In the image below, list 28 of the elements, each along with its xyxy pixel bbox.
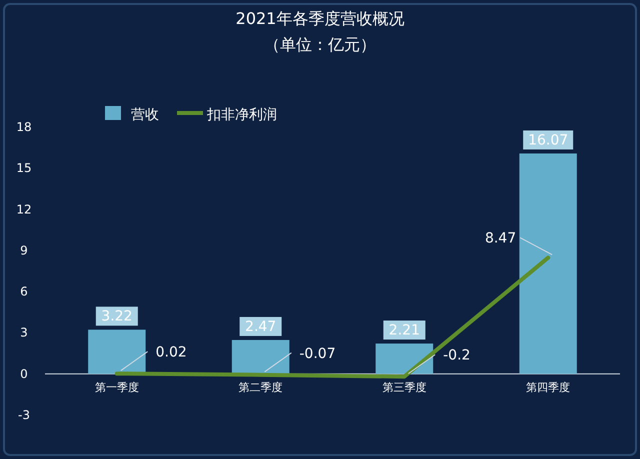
data-label: 3.22 bbox=[101, 308, 132, 325]
y-tick-label: 6 bbox=[20, 284, 28, 299]
bar bbox=[376, 344, 434, 374]
bar bbox=[519, 153, 577, 374]
y-tick-label: -3 bbox=[18, 408, 30, 422]
y-tick-label: 18 bbox=[16, 120, 32, 134]
x-tick-label: 第四季度 bbox=[526, 380, 570, 394]
legend-label: 营收 bbox=[131, 107, 159, 123]
data-label: 0.02 bbox=[156, 344, 187, 361]
data-label: -0.07 bbox=[299, 346, 336, 362]
y-tick-label: 9 bbox=[20, 243, 28, 258]
y-tick-label: 12 bbox=[16, 202, 32, 216]
legend-label: 扣非净利润 bbox=[206, 107, 277, 123]
x-tick-label: 第三季度 bbox=[382, 380, 426, 394]
bar bbox=[232, 340, 290, 374]
chart-title: 2021年各季度营收概况 bbox=[236, 9, 404, 28]
y-tick-label: 0 bbox=[20, 366, 28, 381]
data-label: -0.2 bbox=[443, 348, 470, 364]
data-label: 16.07 bbox=[528, 132, 568, 148]
data-label: 8.47 bbox=[484, 230, 516, 247]
x-tick-label: 第二季度 bbox=[238, 380, 283, 394]
data-label: 2.21 bbox=[388, 322, 420, 339]
chart-subtitle: （单位：亿元） bbox=[264, 35, 376, 54]
y-tick-label: 3 bbox=[20, 326, 28, 340]
data-label: 2.47 bbox=[245, 318, 276, 335]
bar bbox=[88, 330, 146, 374]
x-tick-label: 第一季度 bbox=[94, 380, 139, 394]
y-tick-label: 15 bbox=[16, 161, 32, 176]
